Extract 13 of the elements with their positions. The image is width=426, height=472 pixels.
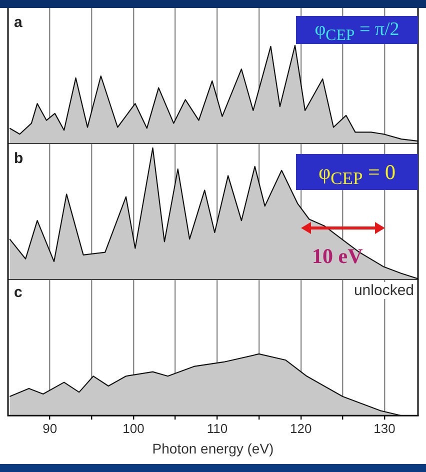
x-tick-label: 100 bbox=[122, 420, 144, 436]
annotation: b bbox=[14, 150, 24, 167]
text: φ$_{CEP}$ = π/2 bbox=[296, 16, 418, 44]
x-tick-label: 90 bbox=[42, 420, 58, 436]
x-tick-label: 130 bbox=[374, 420, 396, 436]
x-tick-label: 110 bbox=[206, 420, 228, 436]
text: unlocked bbox=[352, 282, 416, 299]
x-tick-label: 120 bbox=[290, 420, 312, 436]
x-axis-title: Photon energy (eV) bbox=[152, 440, 274, 456]
annotation: 10 eV bbox=[312, 244, 363, 269]
text: a bbox=[14, 14, 22, 31]
text: c bbox=[14, 284, 22, 301]
annotation: φ$_{CEP}$ = 0 bbox=[296, 154, 418, 190]
